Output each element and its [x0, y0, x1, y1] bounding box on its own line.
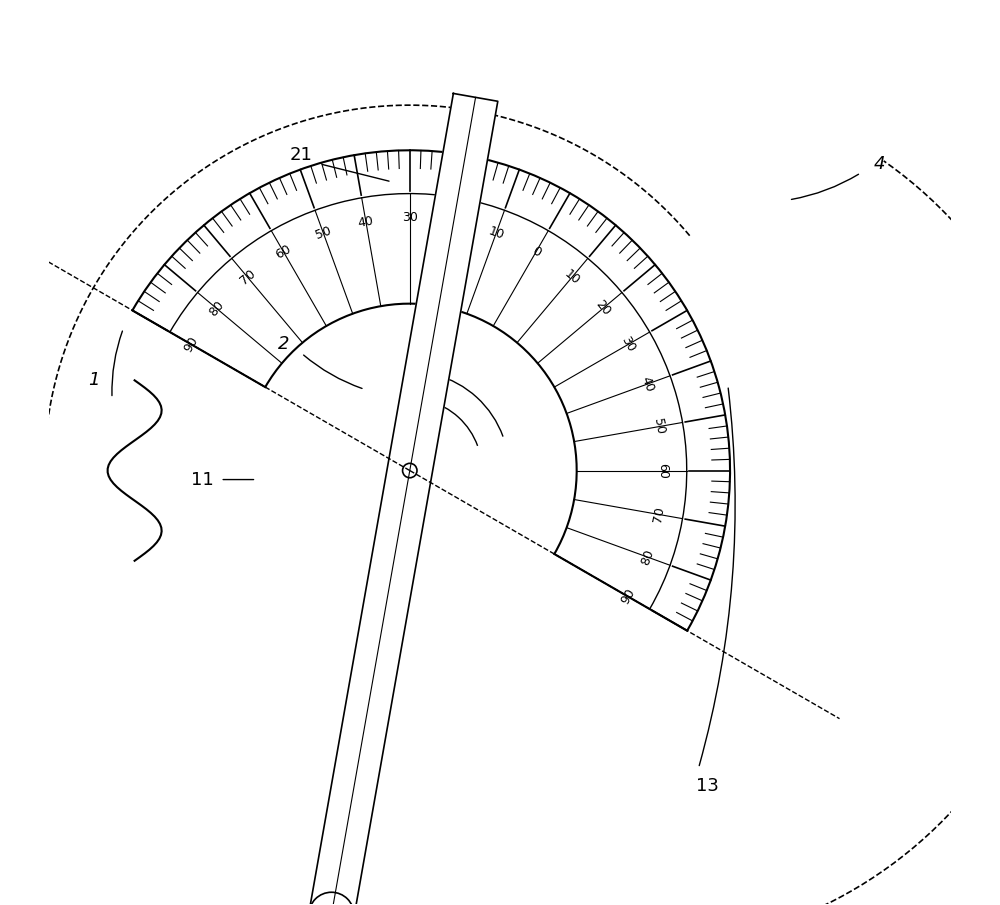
Text: 80: 80 [638, 548, 656, 567]
Text: 2: 2 [278, 335, 289, 353]
Text: 21: 21 [290, 146, 313, 164]
Text: 20: 20 [593, 298, 613, 319]
Text: 20: 20 [445, 214, 463, 230]
Text: 50: 50 [651, 418, 666, 435]
Text: 60: 60 [656, 462, 669, 479]
Text: 30: 30 [402, 212, 418, 224]
Text: 30: 30 [619, 334, 638, 355]
Text: 50: 50 [314, 224, 333, 242]
Text: 4: 4 [873, 155, 885, 173]
Text: 10: 10 [562, 267, 582, 287]
Circle shape [309, 892, 354, 905]
Text: 90: 90 [181, 334, 201, 355]
Text: 1: 1 [88, 371, 100, 389]
Text: 11: 11 [191, 471, 214, 489]
Text: 40: 40 [357, 214, 375, 230]
Text: 70: 70 [237, 267, 258, 287]
Text: 0: 0 [529, 244, 543, 260]
Polygon shape [309, 93, 498, 905]
Text: 60: 60 [273, 243, 294, 262]
Text: 80: 80 [206, 298, 226, 319]
Text: 10: 10 [486, 224, 506, 242]
Text: 13: 13 [696, 777, 719, 795]
Text: 90: 90 [619, 586, 638, 607]
Text: 70: 70 [651, 505, 666, 523]
Text: 40: 40 [638, 375, 656, 394]
